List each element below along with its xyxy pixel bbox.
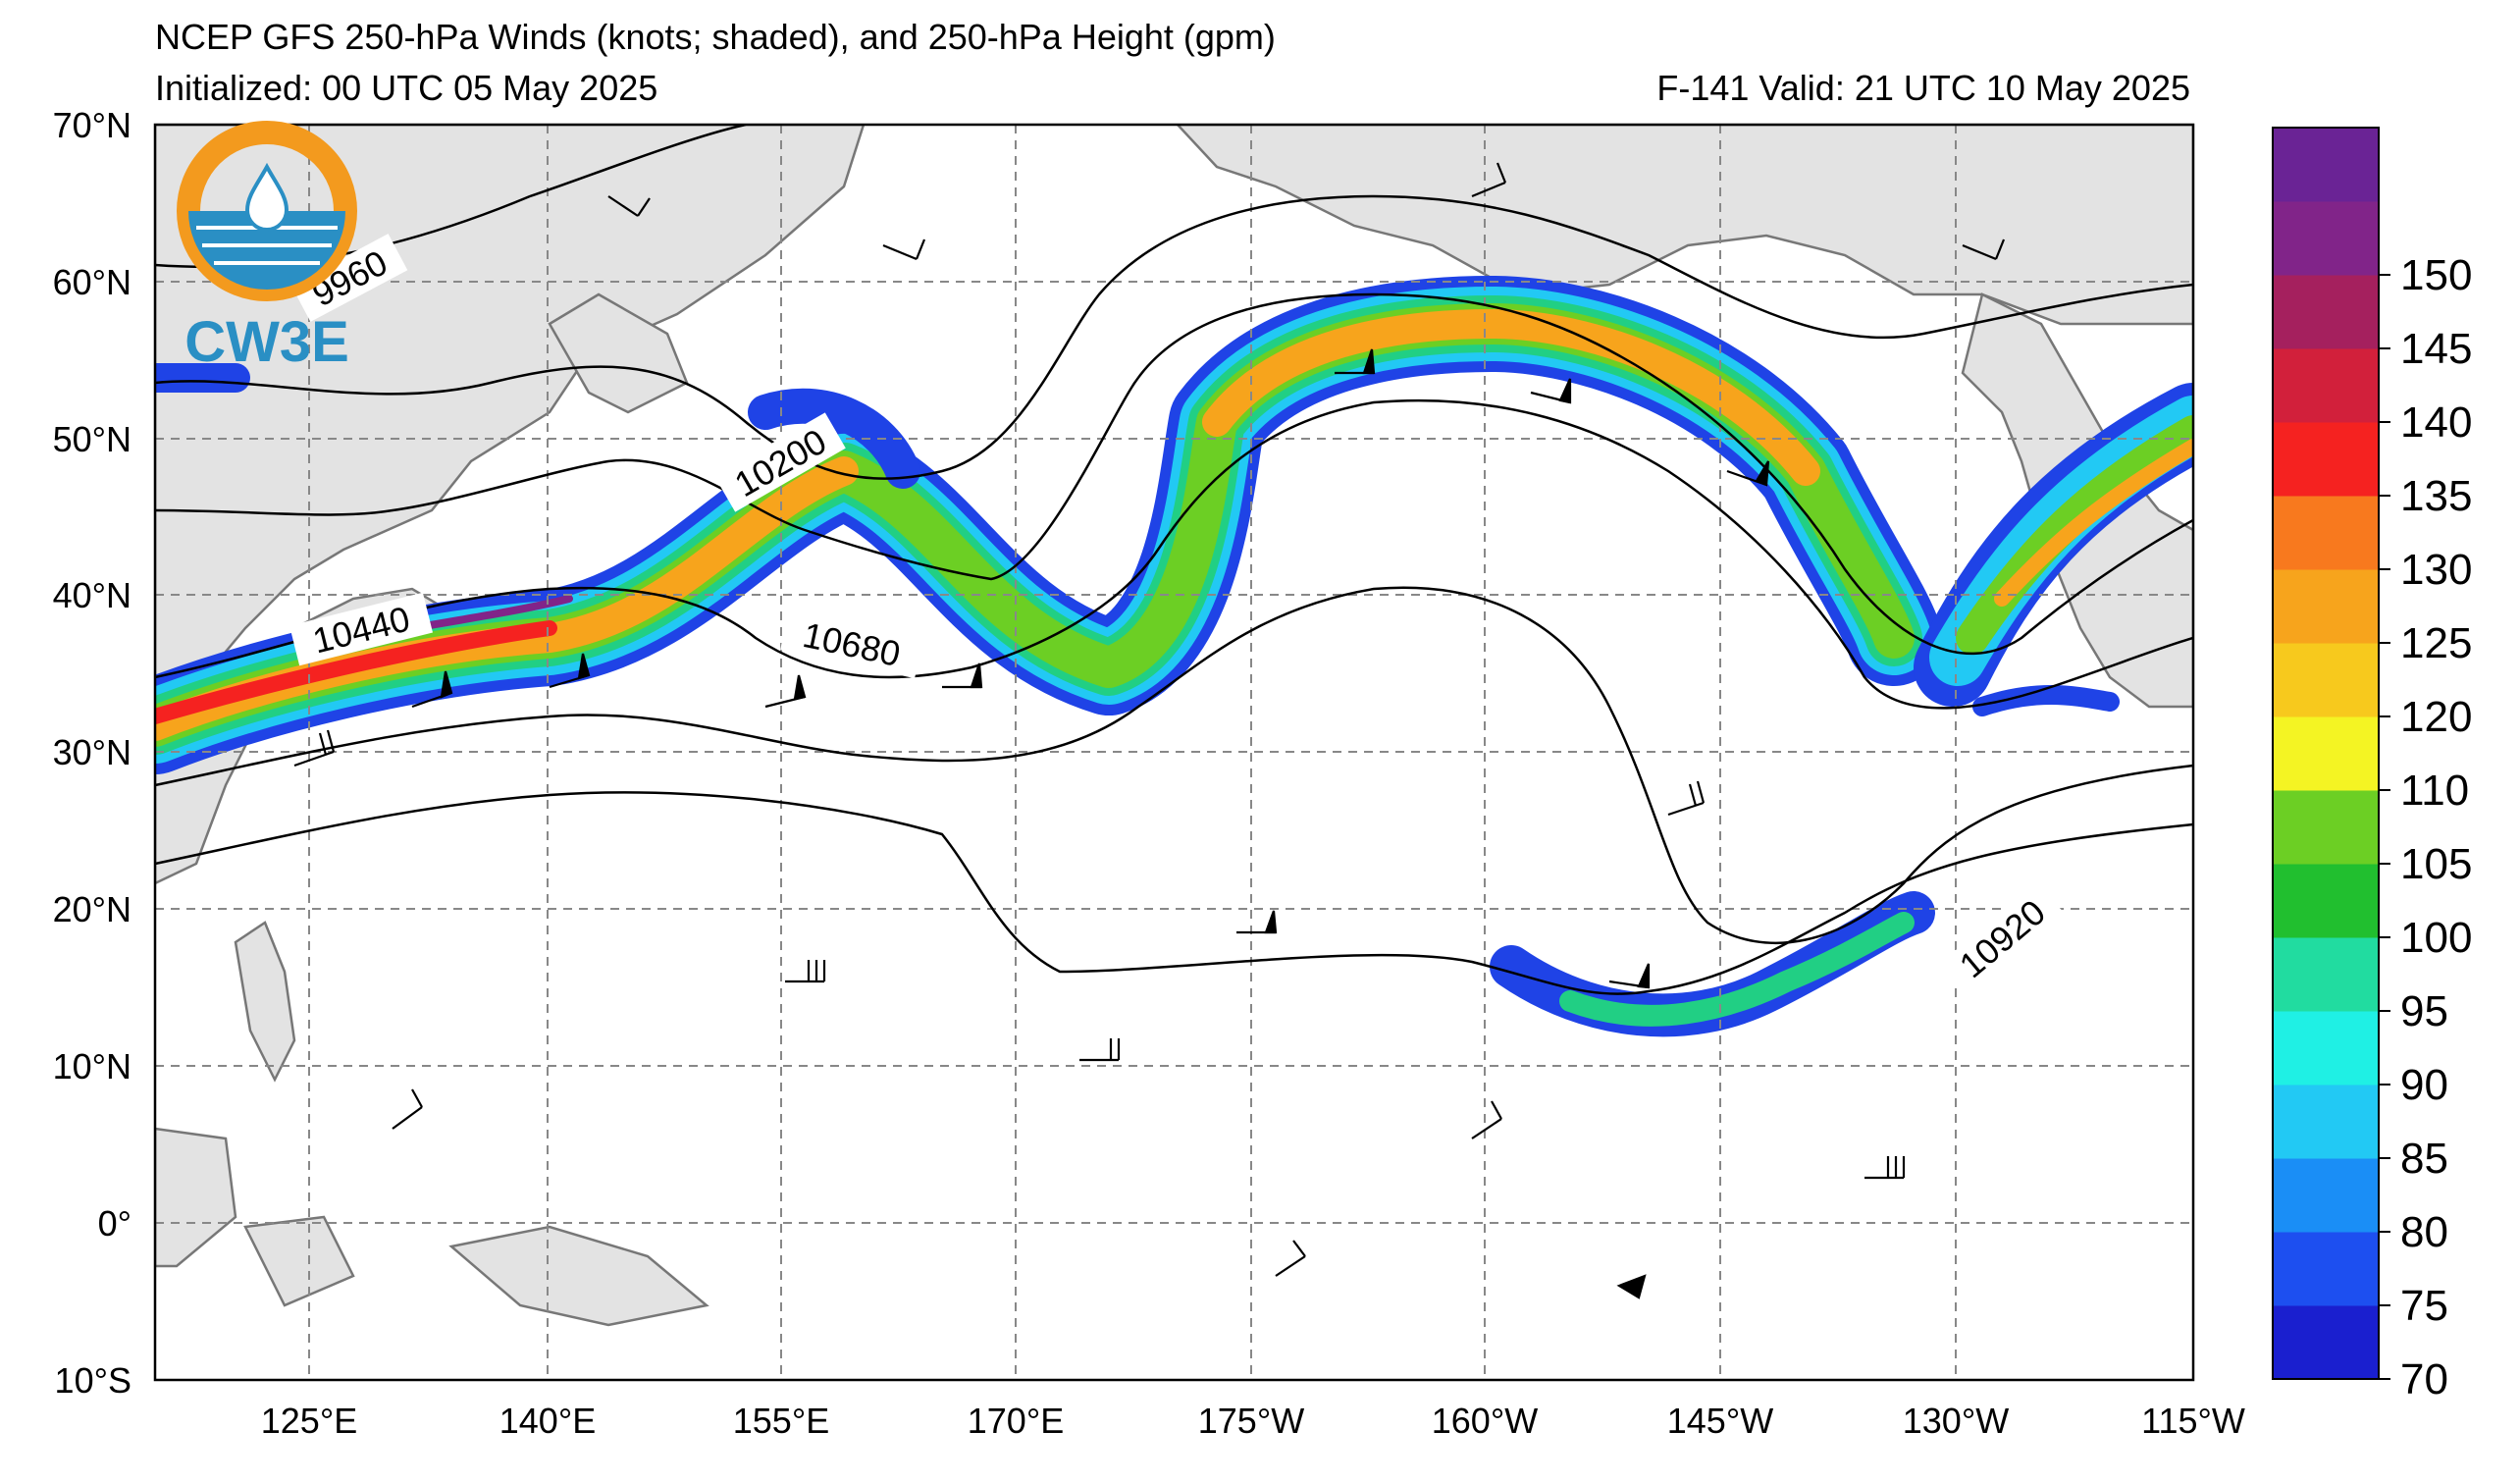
map-frame [153, 123, 2195, 1382]
colorbar-segment [2273, 496, 2379, 570]
lon-label: 155°E [733, 1401, 829, 1441]
lon-label: 145°W [1667, 1401, 1773, 1441]
lon-label: 175°W [1198, 1401, 1304, 1441]
lat-label: 50°N [53, 419, 131, 459]
colorbar-segment [2273, 937, 2379, 1012]
colorbar-segment [2273, 569, 2379, 644]
lat-label: 30°N [53, 732, 131, 772]
colorbar-label: 70 [2400, 1355, 2448, 1404]
colorbar-segment [2273, 422, 2379, 497]
colorbar: 70 75 80 85 90 95 100 105 110 120 125 130 135 140 145 1… [2272, 127, 2472, 1404]
colorbar-segment [2273, 1085, 2379, 1159]
longitude-labels: 125°E 140°E 155°E 170°E 175°W 160°W 145°… [261, 1401, 2245, 1441]
contour-labels: 9960 10200 10440 10680 10920 [289, 234, 2065, 995]
lon-label: 115°W [2141, 1401, 2245, 1441]
colorbar-label: 80 [2400, 1208, 2448, 1256]
colorbar-segment [2273, 643, 2379, 717]
colorbar-label: 130 [2400, 546, 2472, 594]
colorbar-segment [2273, 128, 2379, 202]
colorbar-label: 105 [2400, 840, 2472, 888]
colorbar-label: 90 [2400, 1061, 2448, 1109]
wind-barbs [293, 162, 2006, 1299]
colorbar-segment [2273, 348, 2379, 423]
water-drop-icon [244, 162, 289, 232]
jet-stream-shading [155, 276, 2193, 1037]
chart-title: NCEP GFS 250-hPa Winds (knots; shaded), … [155, 17, 1276, 57]
colorbar-segment [2273, 790, 2379, 865]
colorbar-segment [2273, 716, 2379, 791]
colorbar-segment [2273, 201, 2379, 276]
latitude-labels: 70°N 60°N 50°N 40°N 30°N 20°N 10°N 0° 10… [53, 105, 131, 1401]
colorbar-segment [2273, 1158, 2379, 1233]
lat-label: 40°N [53, 575, 131, 615]
valid-time: F-141 Valid: 21 UTC 10 May 2025 [1656, 68, 2190, 108]
lon-label: 170°E [968, 1401, 1064, 1441]
colorbar-label: 150 [2400, 251, 2472, 299]
lat-label: 20°N [53, 889, 131, 929]
graticule [155, 125, 2193, 1380]
colorbar-label: 135 [2400, 472, 2472, 520]
colorbar-segment [2273, 1305, 2379, 1380]
colorbar-frame [2272, 127, 2380, 1380]
lon-label: 160°W [1432, 1401, 1538, 1441]
colorbar-segment [2273, 1011, 2379, 1086]
lat-label: 10°S [55, 1360, 131, 1401]
colorbar-label: 140 [2400, 398, 2472, 447]
height-contours [155, 125, 2193, 995]
lat-label: 70°N [53, 105, 131, 145]
colorbar-label: 100 [2400, 914, 2472, 962]
colorbar-label: 110 [2400, 767, 2469, 815]
lon-label: 130°W [1903, 1401, 2009, 1441]
colorbar-segment [2273, 864, 2379, 938]
initialized-time: Initialized: 00 UTC 05 May 2025 [155, 68, 658, 108]
colorbar-label: 125 [2400, 619, 2472, 667]
logo-text: CW3E [184, 310, 349, 374]
lat-label: 0° [98, 1203, 131, 1244]
logo-water [188, 211, 345, 290]
colorbar-label: 120 [2400, 693, 2472, 741]
colorbar-label: 95 [2400, 987, 2448, 1035]
lat-label: 10°N [53, 1046, 131, 1086]
lon-label: 140°E [499, 1401, 596, 1441]
lon-label: 125°E [261, 1401, 357, 1441]
cw3e-logo: CW3E [177, 121, 357, 374]
lat-label: 60°N [53, 262, 131, 302]
colorbar-label: 145 [2400, 325, 2472, 373]
colorbar-segment [2273, 275, 2379, 349]
colorbar-label: 75 [2400, 1282, 2448, 1330]
colorbar-segment [2273, 1232, 2379, 1306]
colorbar-label: 85 [2400, 1135, 2448, 1183]
